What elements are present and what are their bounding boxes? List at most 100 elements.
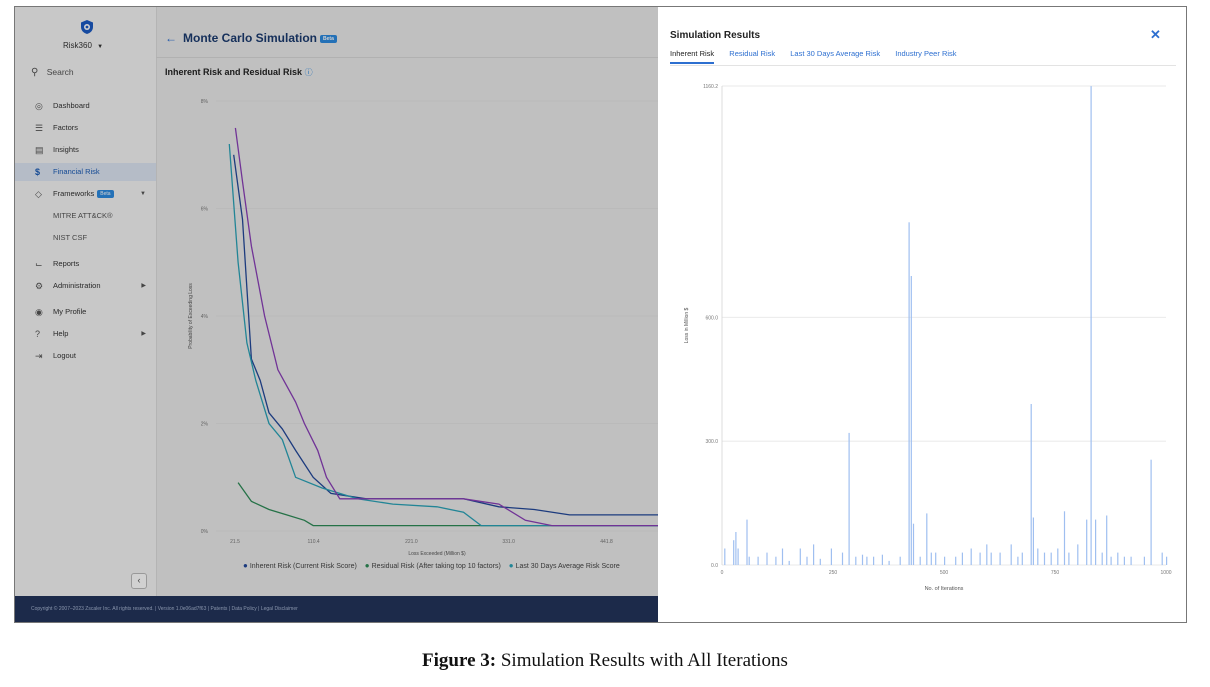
bar bbox=[944, 556, 946, 565]
bar bbox=[1123, 556, 1125, 565]
bar bbox=[1017, 556, 1019, 565]
tenant-switcher[interactable]: Risk360 ▼ bbox=[63, 41, 103, 50]
bar bbox=[1117, 552, 1119, 565]
y-tick-label: 0.0 bbox=[711, 563, 718, 569]
bar bbox=[1110, 556, 1112, 565]
x-tick-label: 0 bbox=[721, 570, 724, 576]
x-axis-label: Loss Exceeded (Million $) bbox=[408, 551, 466, 557]
sidebar-item-frameworks[interactable]: ◇ Frameworks Beta ▼ bbox=[15, 185, 156, 203]
sidebar-item-label: Logout bbox=[53, 351, 76, 360]
search-icon: ⚲ bbox=[31, 67, 39, 78]
bar bbox=[912, 523, 915, 565]
sidebar-item-administration[interactable]: ⚙ Administration ▶ bbox=[15, 277, 156, 295]
bar bbox=[935, 552, 937, 565]
search-placeholder: Search bbox=[46, 67, 74, 77]
sidebar-item-logout[interactable]: ⇥ Logout bbox=[15, 347, 156, 365]
y-axis-label: Loss in Million $ bbox=[684, 307, 690, 343]
y-tick-label: 4% bbox=[201, 314, 209, 320]
sidebar-item-label: MITRE ATT&CK® bbox=[53, 211, 113, 220]
series-line bbox=[234, 127, 658, 527]
sidebar-item-insights[interactable]: ▤ Insights bbox=[15, 141, 156, 159]
bar bbox=[1068, 552, 1070, 565]
bar bbox=[955, 556, 957, 565]
sidebar-item-financial-risk[interactable]: $ Financial Risk bbox=[15, 163, 156, 181]
sidebar-item-factors[interactable]: ☰ Factors bbox=[15, 119, 156, 137]
sidebar-search[interactable]: ⚲ Search bbox=[31, 67, 74, 78]
bar bbox=[926, 513, 928, 565]
series-line bbox=[228, 143, 658, 527]
tab-residual-risk[interactable]: Residual Risk bbox=[729, 49, 776, 58]
sidebar-item-label: Financial Risk bbox=[53, 167, 100, 176]
figure-caption: Figure 3: Simulation Results with All It… bbox=[0, 650, 1210, 672]
bar bbox=[1010, 544, 1012, 565]
legend-item-inherent[interactable]: ● Inherent Risk (Current Risk Score) bbox=[243, 561, 357, 570]
sidebar-item-label: Insights bbox=[53, 145, 79, 154]
bar bbox=[746, 519, 748, 565]
sidebar-item-help[interactable]: ? Help ▶ bbox=[15, 325, 156, 343]
bar bbox=[1150, 459, 1152, 565]
bar bbox=[1095, 519, 1097, 565]
legend-dot-icon: ● bbox=[364, 561, 370, 570]
bar bbox=[1037, 548, 1039, 565]
x-tick-label: 500 bbox=[940, 570, 949, 576]
tab-last-30-days[interactable]: Last 30 Days Average Risk bbox=[790, 49, 881, 58]
legend-item-residual[interactable]: ● Residual Risk (After taking top 10 fact… bbox=[364, 561, 501, 570]
bar bbox=[1106, 515, 1108, 565]
legend-item-last30[interactable]: ● Last 30 Days Average Risk Score bbox=[509, 561, 620, 570]
bar bbox=[1130, 556, 1132, 565]
bar bbox=[990, 552, 992, 565]
page-title-text: Monte Carlo Simulation bbox=[183, 31, 318, 45]
sidebar-item-dashboard[interactable]: ◎ Dashboard bbox=[15, 97, 156, 115]
bar bbox=[813, 544, 815, 565]
tab-inherent-risk[interactable]: Inherent Risk bbox=[670, 49, 715, 64]
x-tick-label: 1000 bbox=[1160, 570, 1171, 576]
sidebar-item-label: Help bbox=[53, 329, 69, 338]
administration-icon: ⚙ bbox=[35, 281, 44, 291]
sidebar-item-mitre[interactable]: MITRE ATT&CK® bbox=[15, 207, 156, 225]
page-title: ← Monte Carlo Simulation Beta bbox=[165, 31, 337, 45]
bar bbox=[841, 552, 844, 565]
dollar-icon: $ bbox=[35, 167, 41, 177]
bar bbox=[1050, 552, 1052, 565]
close-icon[interactable]: ✕ bbox=[1150, 27, 1161, 42]
y-tick-label: 0% bbox=[201, 529, 209, 535]
profile-icon: ◉ bbox=[35, 307, 43, 317]
x-tick-label: 331.0 bbox=[502, 539, 515, 545]
bar bbox=[919, 556, 921, 565]
y-tick-label: 1160.2 bbox=[703, 84, 718, 90]
risk-exceedance-chart: 0% 2% 4% 6% 8% 21.5 110.4 221.0 331.0 441.8 Loss E… bbox=[188, 99, 658, 557]
bar bbox=[999, 552, 1001, 565]
sidebar-item-my-profile[interactable]: ◉ My Profile bbox=[15, 303, 156, 321]
info-icon[interactable]: ⓘ bbox=[304, 68, 313, 77]
back-arrow-icon[interactable]: ← bbox=[165, 31, 177, 45]
bar bbox=[908, 222, 910, 566]
sidebar-item-label: Reports bbox=[53, 259, 80, 268]
help-icon: ? bbox=[35, 329, 41, 339]
chevron-left-icon: ‹ bbox=[137, 575, 141, 585]
bar bbox=[1032, 517, 1034, 565]
y-tick-label: 2% bbox=[201, 422, 209, 428]
simulation-results-panel: Simulation Results ✕ Inherent Risk Resid… bbox=[658, 7, 1186, 622]
sidebar-item-label: Administration bbox=[53, 281, 101, 290]
bar bbox=[1043, 552, 1046, 565]
bar bbox=[1030, 404, 1032, 565]
bar bbox=[1021, 552, 1023, 565]
bar bbox=[735, 532, 737, 565]
shield-icon: ◇ bbox=[35, 189, 42, 199]
bar bbox=[748, 556, 750, 565]
collapse-sidebar-button[interactable]: ‹ bbox=[131, 573, 147, 589]
dashboard-icon: ◎ bbox=[35, 101, 43, 111]
bar bbox=[1057, 548, 1059, 565]
bar bbox=[861, 554, 864, 565]
bar bbox=[1086, 519, 1088, 565]
tab-industry-peer[interactable]: Industry Peer Risk bbox=[895, 49, 957, 58]
sidebar-item-nist[interactable]: NIST CSF bbox=[15, 229, 156, 247]
risk360-logo-icon bbox=[81, 20, 93, 34]
bar bbox=[1161, 552, 1163, 565]
risk360-app: Risk360 ▼ ⚲ Search ◎ Dashboard ☰ Factors… bbox=[15, 7, 658, 622]
bar bbox=[799, 548, 801, 565]
sidebar-item-reports[interactable]: ⌙ Reports bbox=[15, 255, 156, 273]
bar bbox=[961, 552, 963, 565]
bar bbox=[986, 544, 988, 565]
bar bbox=[830, 548, 832, 565]
